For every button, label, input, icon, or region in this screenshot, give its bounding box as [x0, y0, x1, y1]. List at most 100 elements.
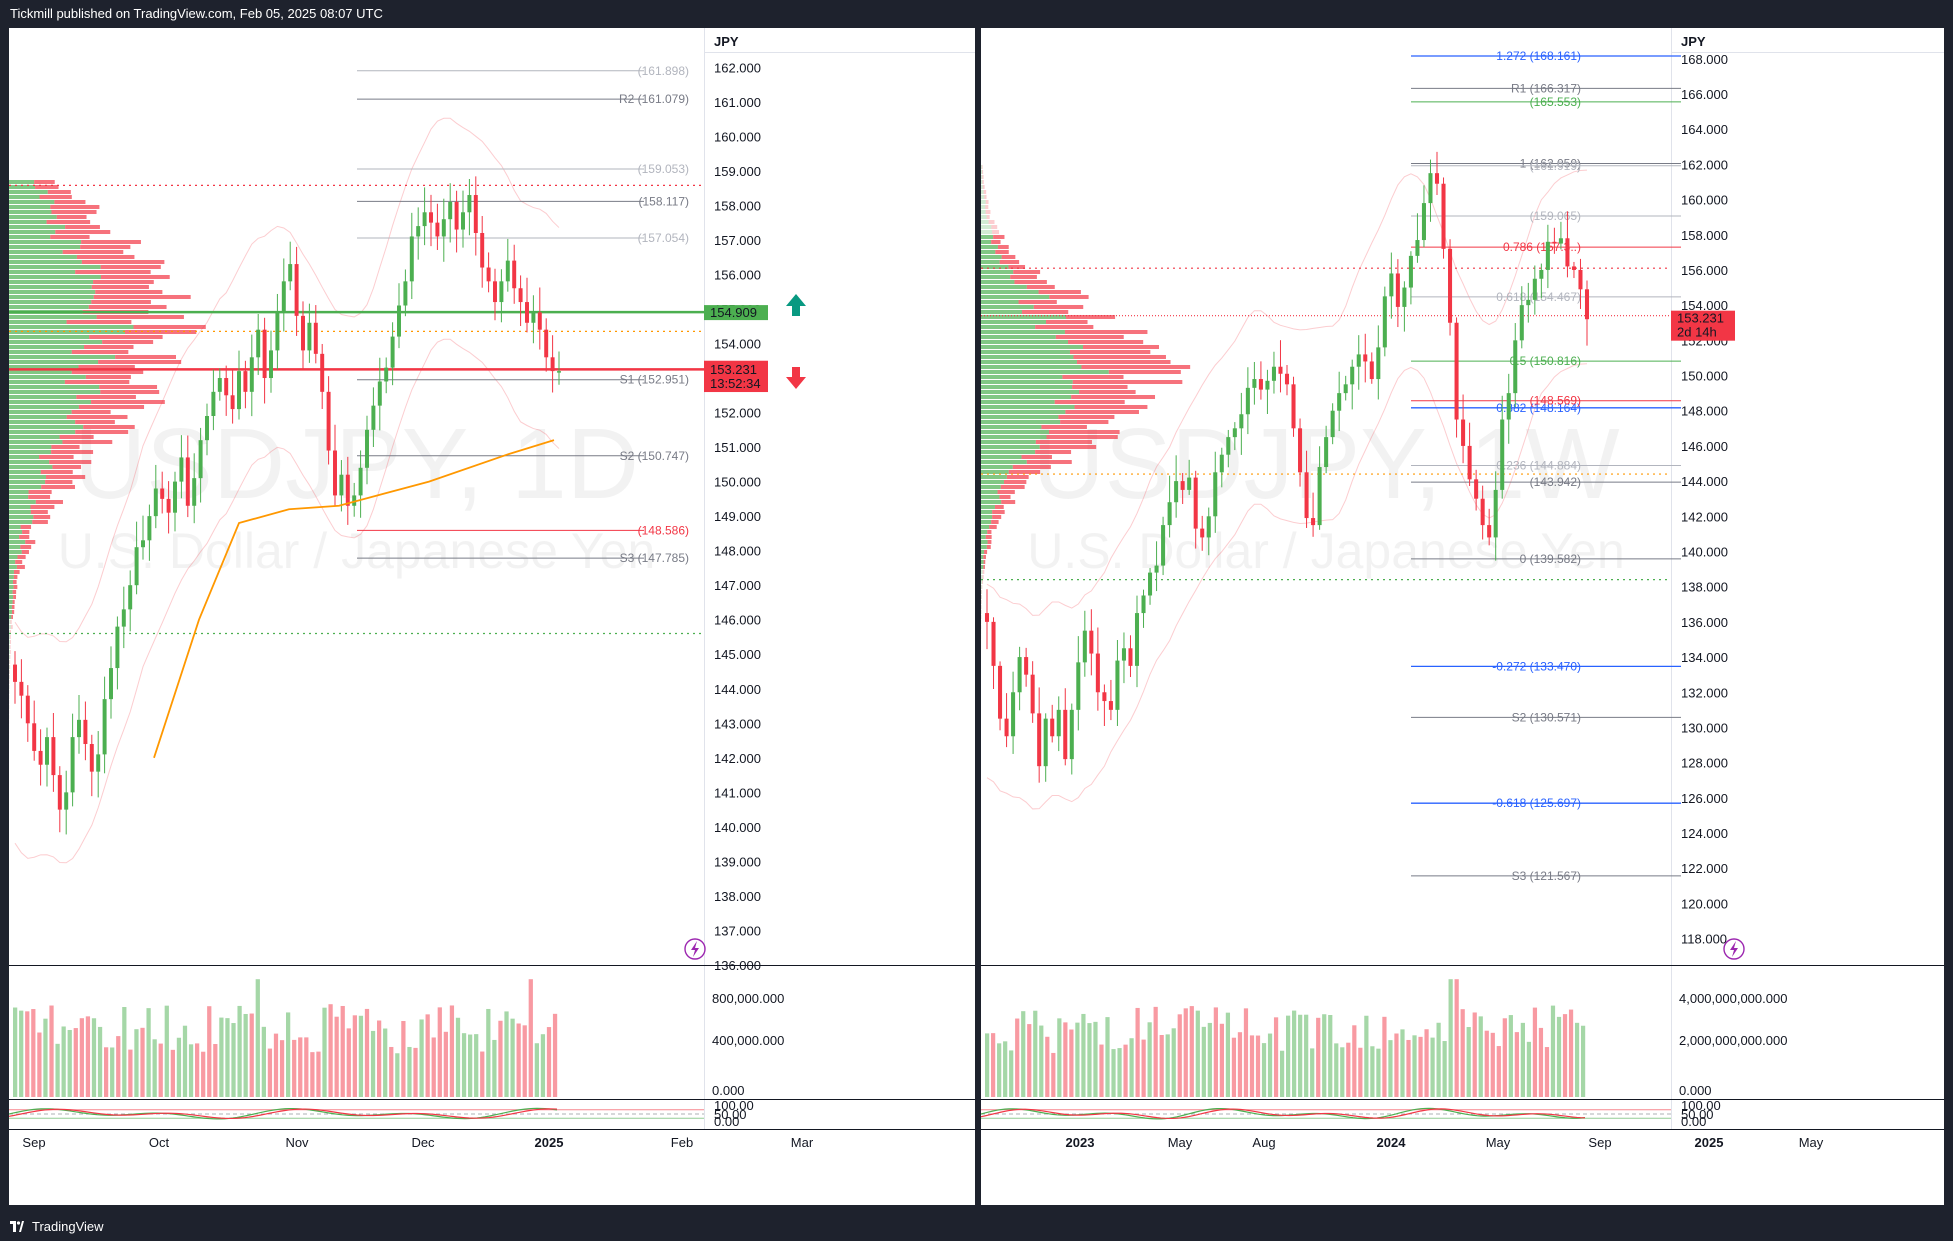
volume-profile-row-down [983, 190, 987, 194]
right-chart-panel[interactable]: USDJPY, 1W U.S. Dollar / Japanese Yen 1.27… [981, 28, 1944, 1205]
volume-profile-row-up [9, 545, 21, 549]
volume-profile-row-up [9, 240, 82, 244]
volume-bar [1123, 1044, 1128, 1097]
candle-body [1578, 269, 1583, 290]
candle-body [429, 212, 433, 223]
volume-profile-row-up [981, 570, 983, 574]
volume-profile-row-down [1035, 325, 1094, 329]
volume-bar [1484, 1030, 1489, 1097]
candle-body [1200, 528, 1205, 538]
left-chart-panel[interactable]: USDJPY, 1D U.S. Dollar / Japanese Yen (161… [9, 28, 975, 1205]
volume-bar [468, 1034, 473, 1097]
volume-profile-row-up [981, 345, 1083, 349]
price-tick-label: 141.000 [714, 785, 761, 800]
candle-body [1402, 287, 1407, 307]
volume-profile-row-up [981, 180, 983, 184]
volume-bar [1352, 1025, 1357, 1097]
volume-profile-row-down [992, 510, 1005, 514]
volume-profile-row-down [66, 320, 132, 324]
symbol-name-watermark: U.S. Dollar / Japanese Yen [58, 523, 656, 579]
volume-profile-row-up [9, 345, 85, 349]
volume-tick-label: 0.000 [712, 1083, 745, 1098]
volume-profile-row-up [9, 620, 11, 624]
volume-bar [1292, 1010, 1297, 1097]
volume-profile-row-up [981, 450, 1036, 454]
volume-profile-row-down [71, 370, 144, 374]
price-tick-label: 148.000 [714, 544, 761, 559]
volume-bar [419, 1019, 424, 1097]
volume-profile-row-up [9, 445, 52, 449]
volume-profile-row-up [9, 395, 77, 399]
volume-bar [1069, 1029, 1074, 1097]
volume-bar [110, 1047, 115, 1097]
volume-profile-row-down [992, 230, 1000, 234]
candle-body [1428, 173, 1433, 204]
volume-bar [540, 1034, 546, 1097]
price-tick-label: 138.000 [1681, 580, 1728, 595]
volume-profile-row-down [49, 460, 92, 464]
footer-brand[interactable]: TradingView [0, 1212, 1953, 1241]
candle-body [390, 336, 395, 368]
volume-profile-row-up [981, 430, 1049, 434]
volume-profile-row-down [85, 375, 131, 379]
candle-body [1037, 713, 1042, 767]
currency-label: JPY [714, 34, 739, 49]
right-chart-svg[interactable]: USDJPY, 1WU.S. Dollar / Japanese Yen1.27… [981, 28, 1944, 1205]
volume-profile-row-down [46, 220, 91, 224]
candle-body [1011, 692, 1016, 737]
price-level-label: (165.553) [1530, 95, 1581, 109]
volume-bar [176, 1037, 182, 1097]
candle-body [454, 201, 459, 230]
volume-bar [225, 1018, 230, 1097]
volume-bar [1376, 1048, 1381, 1097]
volume-bar [1520, 1022, 1525, 1097]
volume-profile-row-up [9, 655, 10, 659]
time-tick-label: Dec [411, 1135, 435, 1150]
volume-bar [1556, 1016, 1562, 1097]
volume-profile-row-down [984, 195, 987, 199]
volume-profile-row-down [12, 580, 17, 584]
volume-profile-row-up [981, 550, 985, 554]
volume-profile-row-up [9, 380, 65, 384]
upper-band-line [14, 117, 560, 643]
volume-profile-row-down [32, 520, 48, 524]
price-level-label: -0.618 (125.697) [1492, 796, 1581, 810]
volume-profile-row-up [9, 285, 92, 289]
left-chart-svg[interactable]: USDJPY, 1DU.S. Dollar / Japanese Yen (161… [9, 28, 975, 1205]
volume-profile-row-down [78, 365, 135, 369]
price-tick-label: 160.000 [714, 129, 761, 144]
volume-profile-row-down [985, 535, 992, 539]
price-tick-label: 145.000 [714, 647, 761, 662]
price-tick-label: 120.000 [1681, 896, 1728, 911]
volume-profile-row-up [981, 240, 992, 244]
volume-profile-row-up [9, 370, 72, 374]
volume-profile-row-up [981, 420, 1061, 424]
candle-body [1415, 240, 1420, 256]
volume-bar [522, 1025, 527, 1097]
candle-body [1206, 516, 1211, 538]
volume-bar [310, 1052, 315, 1097]
volume-bar [1033, 1010, 1038, 1097]
volume-profile-row-up [981, 195, 985, 199]
volume-bar [286, 1012, 291, 1097]
candle-body [1539, 269, 1544, 279]
candle-body [217, 378, 222, 392]
volume-profile-row-up [9, 630, 10, 634]
volume-profile-row-down [1008, 470, 1041, 474]
volume-profile-row-up [9, 495, 29, 499]
symbol-name-watermark: U.S. Dollar / Japanese Yen [1027, 523, 1625, 579]
volume-profile-row-up [981, 565, 984, 569]
volume-profile-row-up [9, 400, 92, 404]
candle-body [102, 699, 107, 755]
volume-profile-row-down [47, 190, 71, 194]
volume-profile-row-down [51, 450, 94, 454]
volume-profile-row-down [89, 335, 163, 339]
volume-profile-row-down [1081, 365, 1191, 369]
volume-profile-row-up [981, 260, 1000, 264]
volume-profile-row-down [17, 555, 26, 559]
volume-profile-row-down [991, 225, 998, 229]
price-tick-label: 158.000 [1681, 228, 1728, 243]
volume-profile-row-up [9, 530, 23, 534]
volume-profile-row-down [100, 275, 170, 279]
candle-body [1350, 366, 1355, 385]
